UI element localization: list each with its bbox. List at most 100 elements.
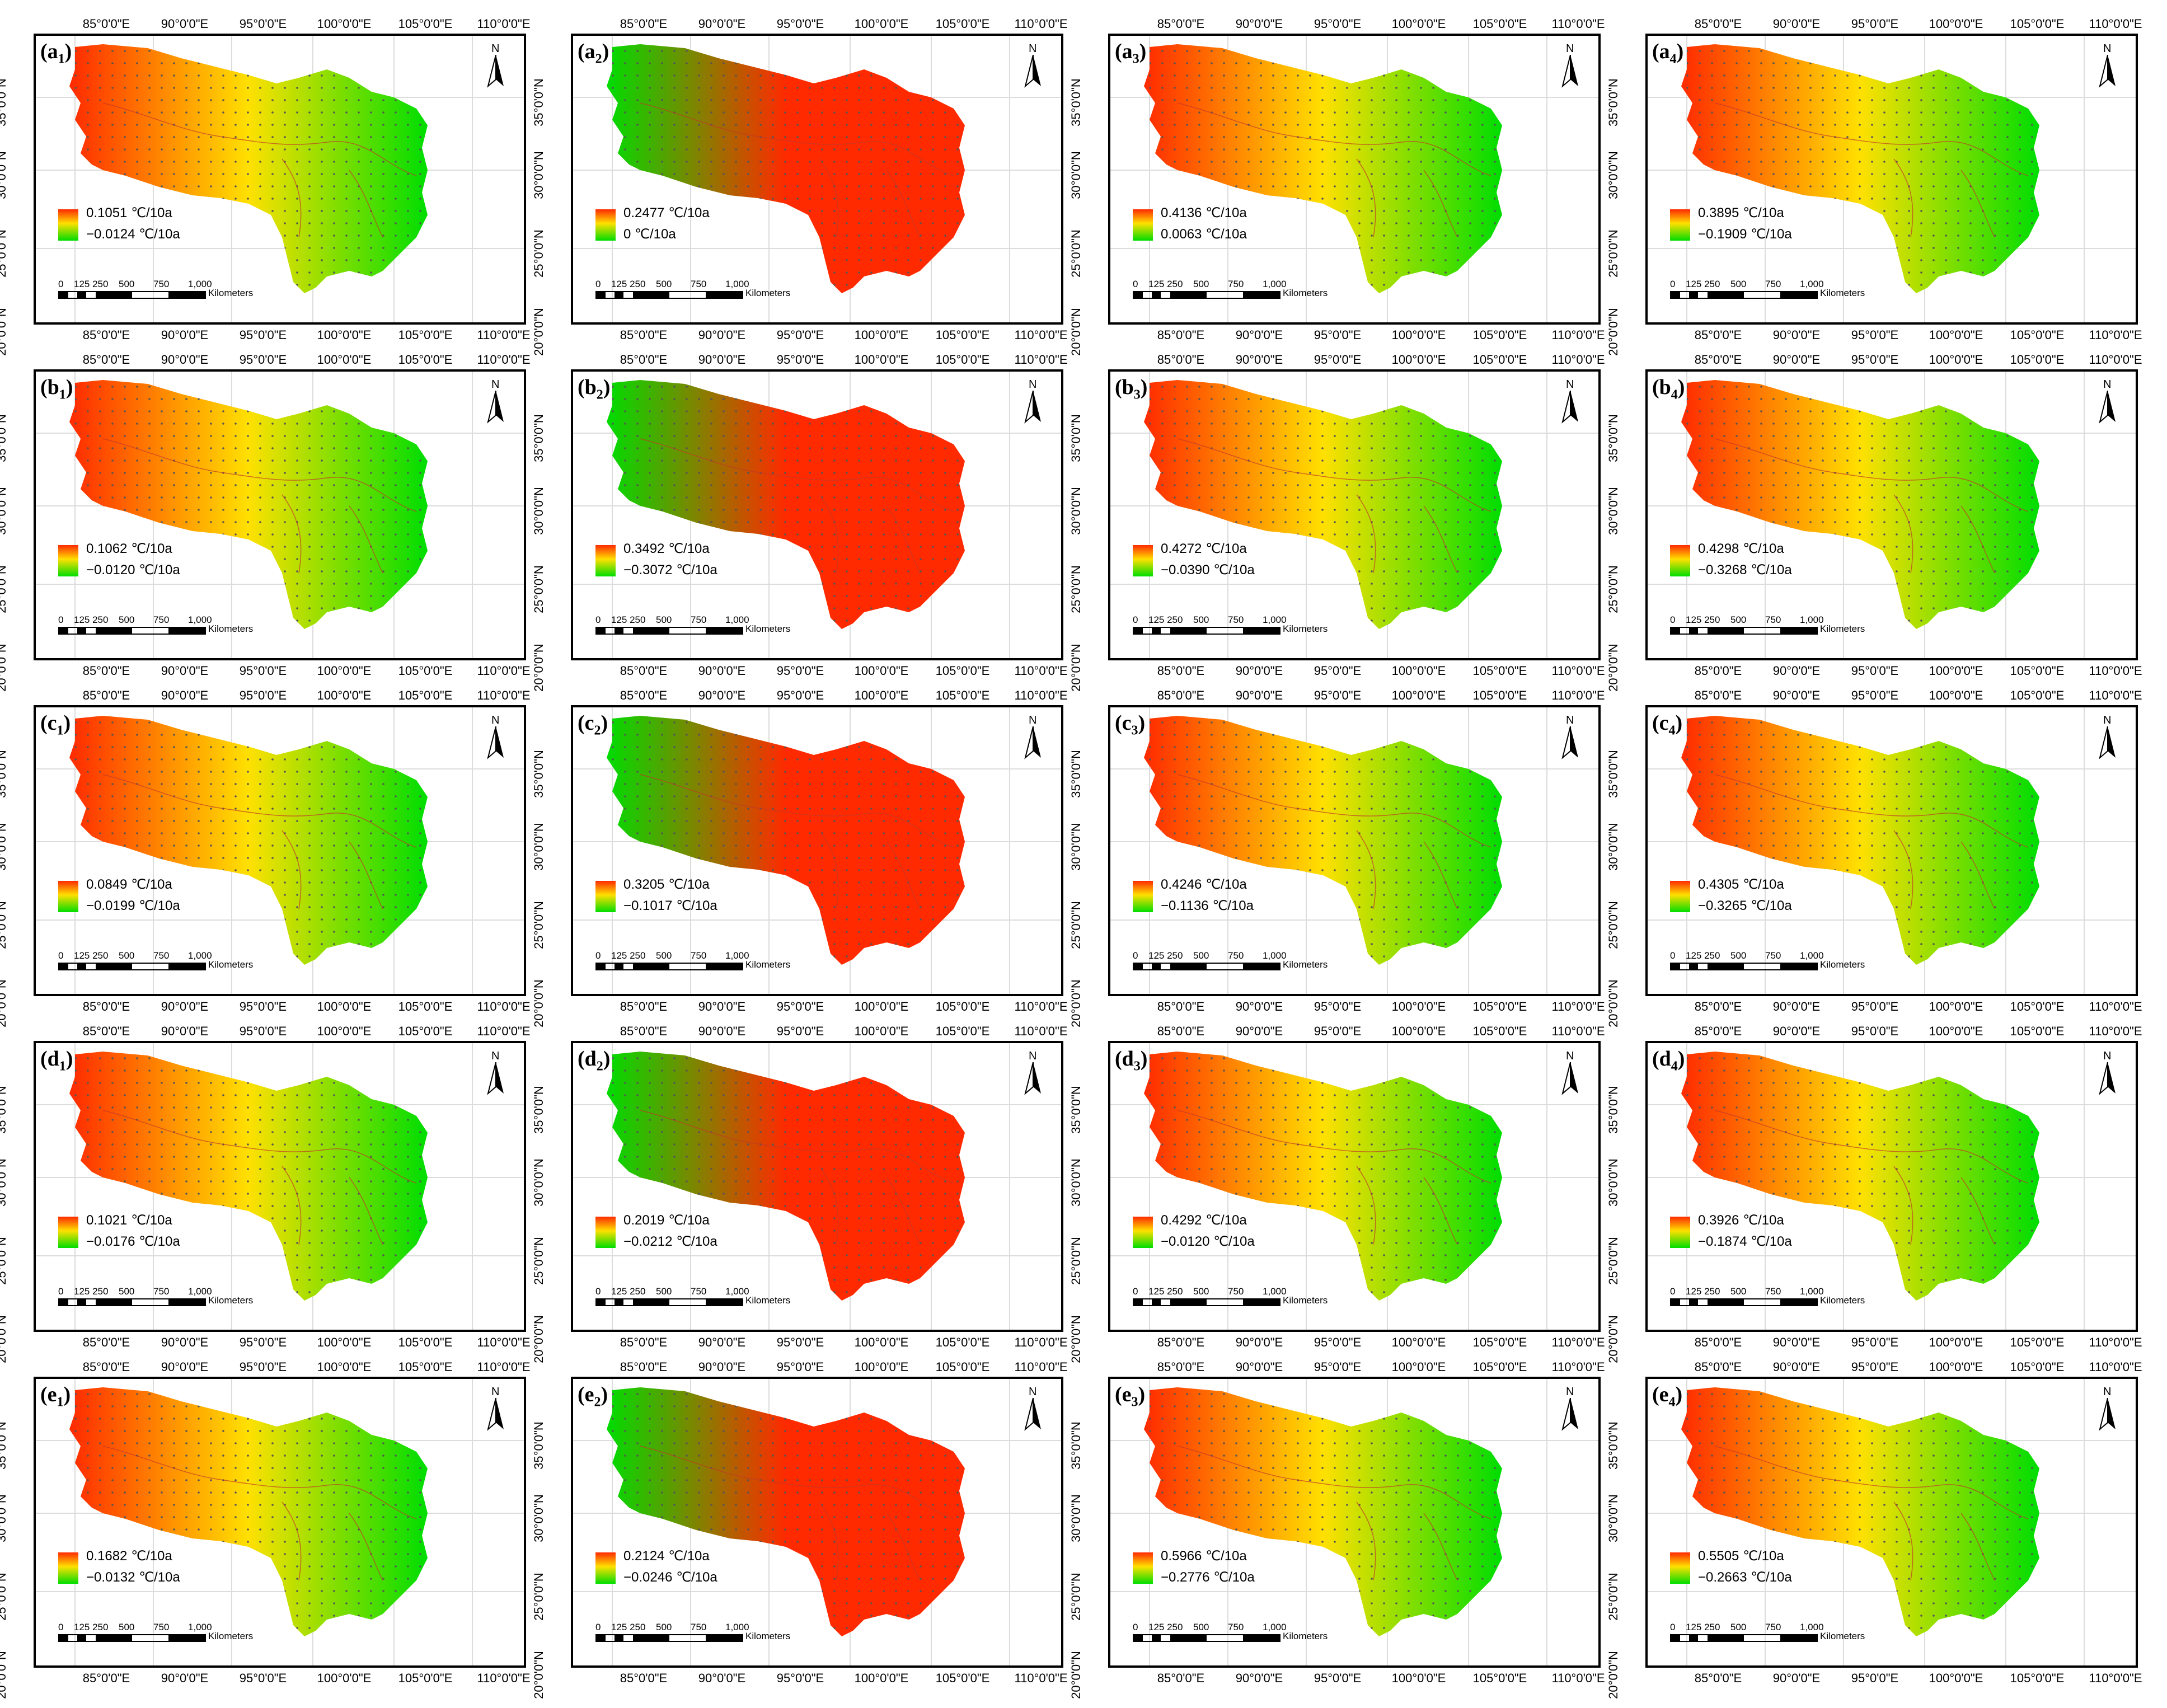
lon-tick-top: 110°0'0"E bbox=[2089, 17, 2142, 31]
scale-number: 0 bbox=[58, 614, 64, 625]
map-frame: (b2) N 0.3492 ℃/10a −0.3072 ℃/10a 0 125 250 50… bbox=[571, 369, 1063, 660]
panel-label: (c4) bbox=[1652, 711, 1683, 738]
lon-tick-top: 110°0'0"E bbox=[1014, 17, 1068, 31]
legend-min: −0.0120 ℃/10a bbox=[1161, 1234, 1255, 1249]
lat-tick: 30°0'0"N bbox=[1068, 1158, 1083, 1207]
panel-letter: b bbox=[1122, 376, 1134, 399]
scale-segment bbox=[77, 964, 86, 969]
basin-boundary bbox=[1714, 1446, 2029, 1581]
lon-tick-top: 85°0'0"E bbox=[82, 353, 130, 367]
lon-tick-top: 105°0'0"E bbox=[398, 688, 453, 702]
significance-stipple bbox=[1681, 1387, 2039, 1636]
lat-tick: 35°0'0"N bbox=[1068, 414, 1083, 462]
lon-tick-top: 85°0'0"E bbox=[82, 1360, 130, 1374]
basin-boundary bbox=[1177, 774, 1491, 909]
lon-tick-top: 105°0'0"E bbox=[2010, 1360, 2065, 1374]
north-arrow-icon: N bbox=[1022, 714, 1044, 759]
scale-segment bbox=[706, 1635, 742, 1641]
lon-tick-bottom: 90°0'0"E bbox=[161, 1335, 209, 1349]
scale-number: 750 bbox=[691, 279, 707, 289]
north-arrow-icon: N bbox=[1559, 1386, 1582, 1431]
legend-max: 0.1021 ℃/10a bbox=[86, 1213, 172, 1228]
lon-tick-bottom: 110°0'0"E bbox=[2089, 1671, 2142, 1685]
lon-tick-bottom: 100°0'0"E bbox=[1929, 328, 1983, 342]
lon-tick-top: 100°0'0"E bbox=[1391, 1024, 1446, 1038]
lon-tick-bottom: 85°0'0"E bbox=[1157, 328, 1205, 342]
scale-segment bbox=[1243, 964, 1279, 969]
scale-number: 500 bbox=[656, 1286, 672, 1297]
scale-segment bbox=[1152, 964, 1161, 969]
lon-tick-top: 100°0'0"E bbox=[854, 1024, 909, 1038]
north-label: N bbox=[2103, 378, 2112, 391]
map-frame: (a1) N 0.1051 ℃/10a −0.0124 ℃/10a 0 125 250 50… bbox=[34, 34, 526, 325]
scale-number: 125 250 bbox=[1148, 1286, 1183, 1297]
map-frame: (e4) N 0.5505 ℃/10a −0.2663 ℃/10a 0 125 250 50… bbox=[1645, 1377, 2138, 1668]
lon-tick-bottom: 95°0'0"E bbox=[1314, 1335, 1362, 1349]
lon-tick-bottom: 105°0'0"E bbox=[935, 1000, 990, 1013]
lon-tick-bottom: 95°0'0"E bbox=[1314, 664, 1362, 678]
panel-label: (a1) bbox=[40, 40, 72, 67]
scale-number: 1,000 bbox=[1263, 279, 1287, 289]
scale-number: 750 bbox=[1228, 279, 1244, 289]
lat-tick: 25°0'0"N bbox=[1606, 229, 1620, 278]
trend-map bbox=[573, 36, 1061, 322]
scale-number: 0 bbox=[595, 950, 601, 961]
significance-stipple bbox=[607, 1052, 965, 1301]
lon-tick-top: 105°0'0"E bbox=[2010, 17, 2065, 31]
north-arrow-icon: N bbox=[485, 714, 507, 759]
lat-tick: 25°0'0"N bbox=[1606, 565, 1620, 613]
lon-tick-bottom: 85°0'0"E bbox=[82, 1671, 130, 1685]
lon-tick-top: 110°0'0"E bbox=[477, 353, 531, 367]
significance-stipple bbox=[1144, 1052, 1502, 1301]
legend-color-ramp bbox=[595, 545, 616, 576]
lon-tick-bottom: 110°0'0"E bbox=[477, 1335, 531, 1349]
lon-tick-top: 85°0'0"E bbox=[620, 688, 668, 702]
map-panel-e4: 85°0'0"E 85°0'0"E 90°0'0"E 90°0'0"E 95°0'0"E… bbox=[1606, 1354, 2149, 1699]
lon-tick-bottom: 85°0'0"E bbox=[620, 1000, 668, 1013]
scale-number: 1,000 bbox=[725, 1286, 749, 1297]
lon-tick-top: 90°0'0"E bbox=[1772, 1360, 1821, 1374]
lon-tick-bottom: 105°0'0"E bbox=[398, 1335, 453, 1349]
north-label: N bbox=[2103, 43, 2112, 55]
panel-subscript: 2 bbox=[595, 51, 602, 67]
scale-segment bbox=[1689, 1635, 1698, 1641]
lon-tick-bottom: 110°0'0"E bbox=[477, 664, 531, 678]
lat-tick: 30°0'0"N bbox=[0, 1158, 8, 1207]
map-panel-c1: 85°0'0"E 85°0'0"E 90°0'0"E 90°0'0"E 95°0'0"E… bbox=[0, 683, 537, 1027]
lon-tick-top: 100°0'0"E bbox=[1929, 1024, 1983, 1038]
lon-tick-bottom: 95°0'0"E bbox=[776, 664, 824, 678]
scale-number: 0 bbox=[1133, 950, 1138, 961]
lon-tick-top: 105°0'0"E bbox=[1472, 1024, 1527, 1038]
north-arrow-icon: N bbox=[2096, 43, 2119, 88]
lon-tick-bottom: 85°0'0"E bbox=[1694, 1671, 1742, 1685]
scale-segment bbox=[1689, 292, 1698, 298]
lon-tick-top: 110°0'0"E bbox=[2089, 1024, 2142, 1038]
lon-tick-top: 105°0'0"E bbox=[398, 17, 453, 31]
lon-tick-bottom: 100°0'0"E bbox=[854, 1335, 909, 1349]
lon-tick-bottom: 90°0'0"E bbox=[1235, 328, 1283, 342]
scale-segment bbox=[77, 292, 86, 298]
scale-segment bbox=[1780, 1299, 1817, 1305]
basin-boundary bbox=[1177, 438, 1491, 574]
scale-unit: Kilometers bbox=[208, 959, 254, 970]
lon-tick-top: 100°0'0"E bbox=[1929, 17, 1983, 31]
north-label: N bbox=[1029, 714, 1037, 726]
scale-segment bbox=[1780, 1635, 1817, 1641]
panel-label: (b3) bbox=[1115, 376, 1148, 402]
lon-tick-bottom: 110°0'0"E bbox=[477, 1671, 531, 1685]
lon-tick-bottom: 85°0'0"E bbox=[620, 664, 668, 678]
lon-tick-bottom: 100°0'0"E bbox=[317, 1671, 372, 1685]
legend-max: 0.0849 ℃/10a bbox=[86, 877, 172, 892]
scale-unit: Kilometers bbox=[1283, 1631, 1328, 1641]
lon-tick-top: 110°0'0"E bbox=[477, 1360, 531, 1374]
legend-min: −0.3072 ℃/10a bbox=[623, 562, 717, 578]
scale-segment bbox=[77, 628, 86, 634]
north-label: N bbox=[491, 714, 500, 726]
panel-subscript: 4 bbox=[1668, 723, 1676, 738]
scale-number: 750 bbox=[153, 1286, 170, 1297]
scale-number: 125 250 bbox=[1148, 614, 1183, 625]
lon-tick-bottom: 90°0'0"E bbox=[1772, 1671, 1821, 1685]
lon-tick-top: 110°0'0"E bbox=[477, 1024, 531, 1038]
scale-segments bbox=[58, 963, 206, 970]
lat-tick: 30°0'0"N bbox=[0, 823, 8, 871]
